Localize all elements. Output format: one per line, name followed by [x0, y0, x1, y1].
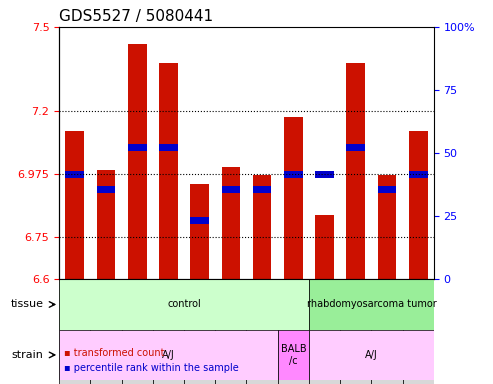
Text: control: control — [167, 300, 201, 310]
Bar — [409, 131, 427, 279]
Text: rhabdomyosarcoma tumor: rhabdomyosarcoma tumor — [307, 300, 436, 310]
Bar — [315, 215, 334, 279]
Text: tissue: tissue — [10, 300, 43, 310]
Bar — [253, 175, 272, 279]
Bar — [66, 131, 84, 279]
Text: A/J: A/J — [365, 350, 378, 360]
Bar — [190, 217, 209, 224]
Bar — [221, 186, 240, 193]
Bar — [347, 63, 365, 279]
FancyBboxPatch shape — [309, 279, 434, 330]
FancyBboxPatch shape — [59, 279, 309, 330]
Text: ▪ transformed count: ▪ transformed count — [64, 348, 165, 358]
Bar — [190, 184, 209, 279]
Bar — [409, 170, 427, 177]
FancyBboxPatch shape — [59, 330, 278, 380]
Text: A/J: A/J — [162, 350, 175, 360]
Bar — [66, 170, 84, 177]
Bar — [128, 144, 146, 151]
FancyBboxPatch shape — [309, 330, 434, 380]
Bar — [97, 186, 115, 193]
Text: GDS5527 / 5080441: GDS5527 / 5080441 — [59, 9, 213, 24]
Bar — [378, 186, 396, 193]
Bar — [253, 186, 272, 193]
Bar — [284, 170, 303, 177]
FancyBboxPatch shape — [278, 330, 309, 380]
Bar — [378, 175, 396, 279]
Bar — [221, 167, 240, 279]
Bar — [284, 117, 303, 279]
Bar — [159, 63, 178, 279]
Text: BALB
/c: BALB /c — [281, 344, 306, 366]
Bar — [97, 170, 115, 279]
Text: strain: strain — [12, 350, 43, 360]
Text: ▪ percentile rank within the sample: ▪ percentile rank within the sample — [64, 363, 239, 373]
Bar — [128, 44, 146, 279]
Bar — [159, 144, 178, 151]
Bar — [315, 170, 334, 177]
Bar — [347, 144, 365, 151]
